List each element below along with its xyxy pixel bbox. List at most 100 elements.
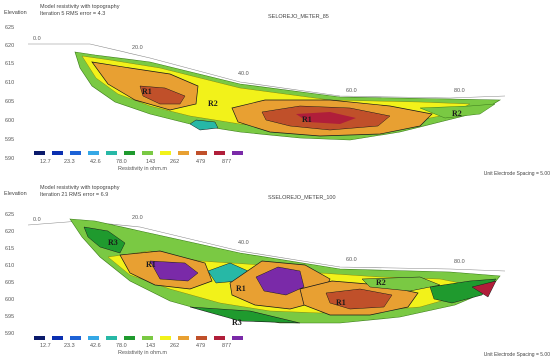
x-tick: 60.0 — [346, 257, 357, 263]
resistivity-section-bottom: 625 620 615 610 605 600 595 590 0.0 20.0… — [5, 212, 506, 356]
model-description: Model resistivity with topography — [40, 185, 120, 191]
region-label: R1 — [146, 260, 156, 269]
scale-swatch — [52, 336, 63, 340]
scale-swatch — [52, 151, 63, 155]
y-tick: 620 — [5, 229, 14, 235]
scale-swatch — [70, 336, 81, 340]
region-label: R1 — [336, 298, 346, 307]
x-axis: 0.0 20.0 40.0 60.0 80.0 — [33, 36, 465, 94]
region-label: R2 — [452, 109, 462, 118]
x-tick: 80.0 — [454, 259, 465, 265]
topography-line — [28, 43, 506, 99]
scale-label: 143 — [146, 159, 155, 165]
scale-swatch — [196, 336, 207, 340]
moderate-zone — [361, 276, 441, 292]
y-tick: 605 — [5, 280, 14, 286]
scale-title: Resistivity in ohm.m — [118, 350, 167, 356]
color-scale: 12.7 23.3 42.6 78.0 143 262 479 877 Resi… — [34, 336, 243, 356]
profile-title: SELOREJO_METER_85 — [268, 14, 329, 20]
scale-swatch — [214, 336, 225, 340]
y-tick: 615 — [5, 246, 14, 252]
scale-swatch — [142, 336, 153, 340]
scale-label: 877 — [222, 159, 231, 165]
scale-label: 78.0 — [116, 343, 127, 349]
scale-label: 143 — [146, 343, 155, 349]
y-tick: 595 — [5, 137, 14, 143]
electrode-spacing-label: Unit Electrode Spacing = 5.00 — [483, 352, 550, 358]
elevation-axis-label: Elevation — [4, 10, 27, 16]
scale-label: 23.3 — [64, 343, 75, 349]
scale-swatch — [160, 151, 171, 155]
high-resistivity-core — [471, 280, 497, 298]
scale-swatch — [142, 151, 153, 155]
scale-swatch — [232, 151, 243, 155]
scale-label: 479 — [196, 343, 205, 349]
moderate-zone — [83, 226, 126, 254]
scale-swatch — [124, 336, 135, 340]
scale-swatch — [178, 151, 189, 155]
y-tick: 590 — [5, 331, 14, 337]
region-label: R3 — [232, 318, 242, 327]
scale-label: 262 — [170, 343, 179, 349]
y-tick: 600 — [5, 118, 14, 124]
profile-panel-bottom: Elevation Model resistivity with topogra… — [0, 181, 554, 362]
scale-label: 23.3 — [64, 159, 75, 165]
scale-label: 877 — [222, 343, 231, 349]
model-description: Model resistivity with topography — [40, 4, 120, 10]
color-scale: 12.7 23.3 42.6 78.0 143 262 479 877 Resi… — [34, 151, 243, 172]
scale-swatch — [70, 151, 81, 155]
region-label: R3 — [108, 238, 118, 247]
scale-label: 42.6 — [90, 343, 101, 349]
iteration-rms: Iteration 5 RMS error = 4.3 — [40, 11, 106, 17]
x-tick: 20.0 — [132, 45, 143, 51]
scale-swatch — [88, 336, 99, 340]
y-tick: 625 — [5, 25, 14, 31]
y-tick: 620 — [5, 43, 14, 49]
scale-label: 42.6 — [90, 159, 101, 165]
x-axis: 0.0 20.0 40.0 60.0 80.0 — [33, 215, 465, 265]
region-label: R2 — [208, 99, 218, 108]
y-tick: 595 — [5, 314, 14, 320]
region-label: R2 — [376, 278, 386, 287]
scale-label: 12.7 — [40, 159, 51, 165]
scale-swatch — [124, 151, 135, 155]
x-tick: 60.0 — [346, 88, 357, 94]
scale-swatch — [196, 151, 207, 155]
scale-label: 479 — [196, 159, 205, 165]
profile-title: SSELOREJO_METER_100 — [268, 195, 336, 201]
elevation-axis-label: Elevation — [4, 191, 27, 197]
region-label: R1 — [302, 115, 312, 124]
y-tick: 610 — [5, 263, 14, 269]
scale-swatch — [178, 336, 189, 340]
peak-resistivity-core — [255, 266, 305, 296]
low-resistivity-pocket — [189, 119, 219, 131]
scale-label: 262 — [170, 159, 179, 165]
x-tick: 40.0 — [238, 240, 249, 246]
scale-label: 78.0 — [116, 159, 127, 165]
y-tick: 590 — [5, 156, 14, 162]
electrode-spacing-label: Unit Electrode Spacing = 5.00 — [483, 171, 550, 177]
scale-swatch — [214, 151, 225, 155]
moderate-zone — [419, 103, 496, 119]
scale-swatch — [34, 336, 45, 340]
y-tick: 600 — [5, 297, 14, 303]
y-tick: 625 — [5, 212, 14, 218]
moderate-zone — [189, 306, 301, 324]
scale-swatch — [106, 151, 117, 155]
scale-swatch — [34, 151, 45, 155]
scale-swatch — [160, 336, 171, 340]
scale-swatch — [88, 151, 99, 155]
x-tick: 80.0 — [454, 88, 465, 94]
y-tick: 605 — [5, 99, 14, 105]
peak-resistivity-core — [149, 260, 199, 282]
y-tick: 615 — [5, 61, 14, 67]
scale-swatch — [106, 336, 117, 340]
x-tick: 0.0 — [33, 36, 41, 42]
x-tick: 0.0 — [33, 217, 41, 223]
scale-swatch — [232, 336, 243, 340]
y-axis: 625 620 615 610 605 600 595 590 — [5, 212, 14, 337]
y-tick: 610 — [5, 80, 14, 86]
high-resistivity-core — [325, 288, 393, 310]
resistivity-section-top: 625 620 615 610 605 600 595 590 0.0 20.0… — [5, 25, 506, 172]
scale-title: Resistivity in ohm.m — [118, 166, 167, 172]
